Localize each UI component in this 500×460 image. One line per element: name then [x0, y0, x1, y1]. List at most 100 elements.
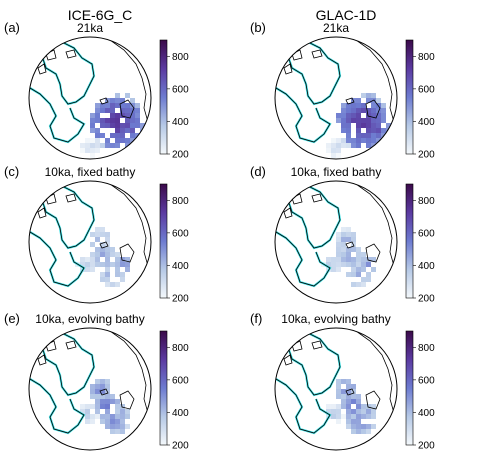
- field-cell: [120, 262, 125, 267]
- colorbar-gradient: [159, 330, 168, 446]
- field-cell: [100, 414, 105, 419]
- field-cell: [105, 247, 110, 252]
- field-cell: [361, 409, 366, 414]
- field-cell: [346, 118, 351, 123]
- field-cell: [361, 262, 366, 267]
- field-cell: [110, 429, 115, 434]
- colorbar-gradient: [405, 330, 414, 446]
- field-cell: [125, 128, 130, 133]
- island-coast: [65, 49, 77, 59]
- field-cell: [336, 242, 341, 247]
- colorbar-tick-label: 600: [418, 375, 435, 386]
- field-cell: [366, 93, 371, 98]
- field-cell: [341, 247, 346, 252]
- field-cell: [135, 123, 140, 128]
- field-cell: [381, 108, 386, 113]
- field-cell: [346, 399, 351, 404]
- globe-field: [29, 330, 149, 435]
- panel-subtitle: 21ka: [77, 21, 103, 35]
- column-title-ice6g: ICE-6G_C: [68, 7, 133, 23]
- field-cell: [110, 113, 115, 118]
- field-cell: [120, 409, 125, 414]
- scandinavia-coast: [365, 243, 381, 263]
- colorbar-gradient: [405, 183, 414, 299]
- map-panel-a: (a) 21ka 800 600 400 200: [4, 20, 189, 161]
- field-cell: [85, 148, 90, 153]
- colorbar-tick-label: 600: [172, 375, 189, 386]
- iceland-coast: [345, 388, 355, 396]
- field-cell: [351, 262, 356, 267]
- field-cell: [105, 237, 110, 242]
- colorbar-tick-label: 200: [418, 150, 435, 161]
- field-cell: [351, 384, 356, 389]
- field-cell: [346, 419, 351, 424]
- field-cell: [105, 138, 110, 143]
- field-cell: [376, 128, 381, 133]
- scandinavia-coast: [365, 99, 381, 119]
- field-cell: [100, 277, 105, 282]
- field-cell: [366, 133, 371, 138]
- greenland-coast: [41, 332, 95, 396]
- field-cell: [371, 93, 376, 98]
- field-cell: [341, 262, 346, 267]
- field-cell: [356, 394, 361, 399]
- field-cell: [361, 267, 366, 272]
- map-panel-f: (f) 10ka, evolving bathy 800 600 400 200: [250, 311, 435, 452]
- field-cell: [346, 252, 351, 257]
- island-coast: [37, 354, 47, 366]
- field-cell: [356, 257, 361, 262]
- field-cell: [341, 404, 346, 409]
- field-cell: [115, 113, 120, 118]
- field-cell: [115, 262, 120, 267]
- field-cell: [361, 103, 366, 108]
- iceland-coast: [99, 388, 109, 396]
- globe-outline: [28, 327, 152, 451]
- globe-field: [29, 183, 149, 288]
- field-cell: [346, 394, 351, 399]
- field-cell: [356, 128, 361, 133]
- field-cell: [135, 108, 140, 113]
- field-cell: [105, 399, 110, 404]
- scandinavia-coast: [119, 390, 135, 410]
- field-cell: [130, 118, 135, 123]
- field-cell: [346, 103, 351, 108]
- field-cell: [331, 414, 336, 419]
- panel-letter: (d): [250, 164, 266, 179]
- field-cell: [95, 232, 100, 237]
- field-cell: [376, 123, 381, 128]
- field-cell: [105, 252, 110, 257]
- colorbar-tick-label: 400: [172, 261, 189, 272]
- field-cell: [356, 123, 361, 128]
- field-cell: [371, 108, 376, 113]
- field-cell: [351, 272, 356, 277]
- field-cell: [356, 267, 361, 272]
- field-cell: [336, 409, 341, 414]
- field-cell: [356, 419, 361, 424]
- field-cell: [115, 419, 120, 424]
- colorbar-tick-label: 400: [418, 117, 435, 128]
- field-cell: [351, 257, 356, 262]
- field-cell: [351, 143, 356, 148]
- field-cell: [361, 118, 366, 123]
- field-cell: [110, 262, 115, 267]
- field-cell: [115, 414, 120, 419]
- greenland-coast: [287, 332, 341, 396]
- field-cell: [361, 424, 366, 429]
- map-panel-c: (c) 10ka, fixed bathy 800 600 400 200: [4, 164, 189, 305]
- field-cell: [351, 138, 356, 143]
- field-cell: [361, 257, 366, 262]
- field-cell: [346, 257, 351, 262]
- colorbar: 800 600 400 200: [405, 39, 435, 161]
- field-cell: [85, 262, 90, 267]
- field-cell: [135, 118, 140, 123]
- field-cell: [95, 118, 100, 123]
- field-cell: [341, 103, 346, 108]
- field-cell: [90, 419, 95, 424]
- field-cell: [376, 138, 381, 143]
- field-cell: [361, 108, 366, 113]
- field-cell: [125, 123, 130, 128]
- field-cell: [371, 123, 376, 128]
- field-cell: [351, 394, 356, 399]
- field-cell: [90, 143, 95, 148]
- field-cell: [356, 252, 361, 257]
